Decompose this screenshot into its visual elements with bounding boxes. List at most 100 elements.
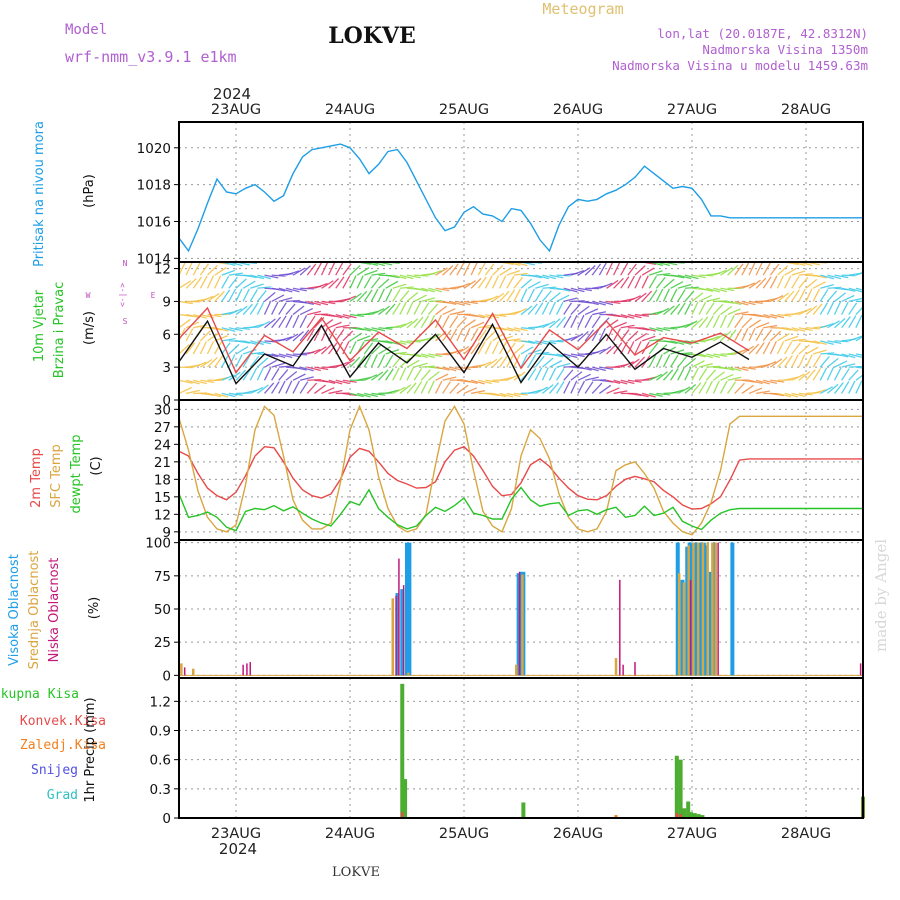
wind-barb — [606, 379, 621, 385]
wind-barb — [520, 354, 528, 368]
wind-barb — [712, 314, 721, 328]
wind-barb — [377, 354, 386, 368]
cloud-unit: (%) — [87, 597, 102, 620]
meteogram-title: Meteogram — [542, 0, 623, 18]
wind-barb — [812, 340, 827, 346]
bar-clouds — [521, 574, 524, 676]
wind-barb — [328, 342, 338, 355]
wind-barb — [577, 373, 591, 381]
wind-barb — [435, 366, 450, 371]
wind-barb — [427, 380, 435, 394]
wind-barb — [556, 362, 571, 368]
wind-barb — [649, 392, 664, 398]
wind-barb — [656, 327, 671, 332]
wind-barb — [321, 262, 323, 263]
wind-barb — [427, 303, 439, 316]
wind-barb — [805, 369, 816, 381]
wind-barb — [706, 335, 720, 342]
bar-precip — [400, 683, 405, 818]
bar-clouds — [706, 542, 709, 676]
wind-barb — [179, 262, 186, 276]
wind-barb — [242, 288, 250, 302]
wind-barb — [677, 274, 692, 280]
wind-barb — [841, 363, 856, 368]
wind-barb — [378, 340, 393, 344]
temperature-labels: 2m Temp SFC Temp dewpt Temp (C) — [29, 434, 104, 513]
wind-barb — [698, 287, 713, 292]
top-day-labels: 23AUG 24AUG 25AUG 26AUG 27AUG 28AUG — [211, 102, 831, 118]
wind-barb — [592, 300, 606, 306]
wind-barb — [748, 262, 756, 276]
wind-barb — [841, 381, 850, 394]
wind-barb — [784, 290, 795, 302]
wind-barb — [185, 262, 193, 276]
wind-barb — [392, 367, 400, 381]
wind-barb — [855, 374, 863, 381]
wind-barb — [563, 380, 571, 394]
wind-barb — [734, 366, 749, 372]
wind-barb — [727, 264, 739, 276]
wind-barb — [207, 292, 220, 302]
wind-barb — [848, 365, 863, 368]
wind-barb — [435, 262, 437, 263]
wind-barb — [413, 353, 428, 359]
y-tick-label: 15 — [154, 490, 171, 506]
wind-barb — [855, 335, 863, 342]
wind-barb — [591, 382, 603, 394]
wind-barb — [428, 270, 442, 276]
wind-barb — [855, 262, 857, 263]
wind-barb — [627, 275, 636, 289]
model-altitude: Nadmorska Visina u modelu 1459.63m — [612, 58, 868, 73]
wind-barb — [606, 343, 617, 355]
wind-barb — [179, 280, 192, 289]
wind-barb — [513, 327, 528, 332]
wind-barb — [520, 346, 534, 355]
wind-barb — [748, 387, 763, 395]
series-line-sfc-temp — [178, 404, 863, 536]
wind-barb — [185, 389, 200, 395]
wind-barb — [812, 288, 821, 302]
wind-barb — [691, 360, 705, 368]
wind-barb — [320, 262, 329, 276]
wind-barb — [812, 354, 822, 368]
wind-barb — [278, 315, 287, 329]
wind-barb — [320, 327, 329, 342]
bottom-day-label: 23AUG — [211, 826, 261, 842]
wind-barb — [292, 373, 306, 381]
wind-barb — [207, 264, 218, 276]
wind-barb — [734, 311, 749, 316]
wind-barb — [527, 280, 541, 289]
y-tick-label: 30 — [154, 402, 171, 418]
wind-barb — [249, 289, 259, 302]
wind-barb — [598, 262, 607, 276]
wind-barb — [820, 274, 834, 280]
wind-barb — [221, 392, 236, 398]
wind-barb — [769, 263, 780, 276]
wind-barb — [713, 262, 715, 263]
wind-barb — [399, 301, 407, 315]
wind-barb — [705, 380, 714, 394]
wind-barb — [748, 379, 763, 385]
wind-barb — [321, 280, 334, 289]
wind-barb — [242, 354, 251, 368]
wind-barb — [200, 379, 215, 384]
wind-barb — [292, 366, 307, 371]
wind-barb — [485, 295, 499, 303]
bar-clouds — [717, 542, 719, 676]
wind-barb — [734, 348, 749, 355]
wind-barb — [698, 301, 707, 315]
wind-barb — [250, 323, 264, 329]
wind-barb — [371, 308, 385, 316]
wind-barb — [592, 262, 593, 263]
wind-barb — [684, 286, 699, 289]
wind-barb — [299, 366, 314, 372]
wind-barb — [435, 267, 448, 276]
y-tick-label: 1020 — [137, 141, 171, 157]
bar-clouds — [398, 558, 400, 676]
wind-barb — [577, 380, 586, 394]
wind-barb — [278, 302, 287, 315]
panel-frame — [178, 677, 864, 819]
wind-barb — [349, 356, 361, 368]
wind-barb — [827, 320, 840, 329]
